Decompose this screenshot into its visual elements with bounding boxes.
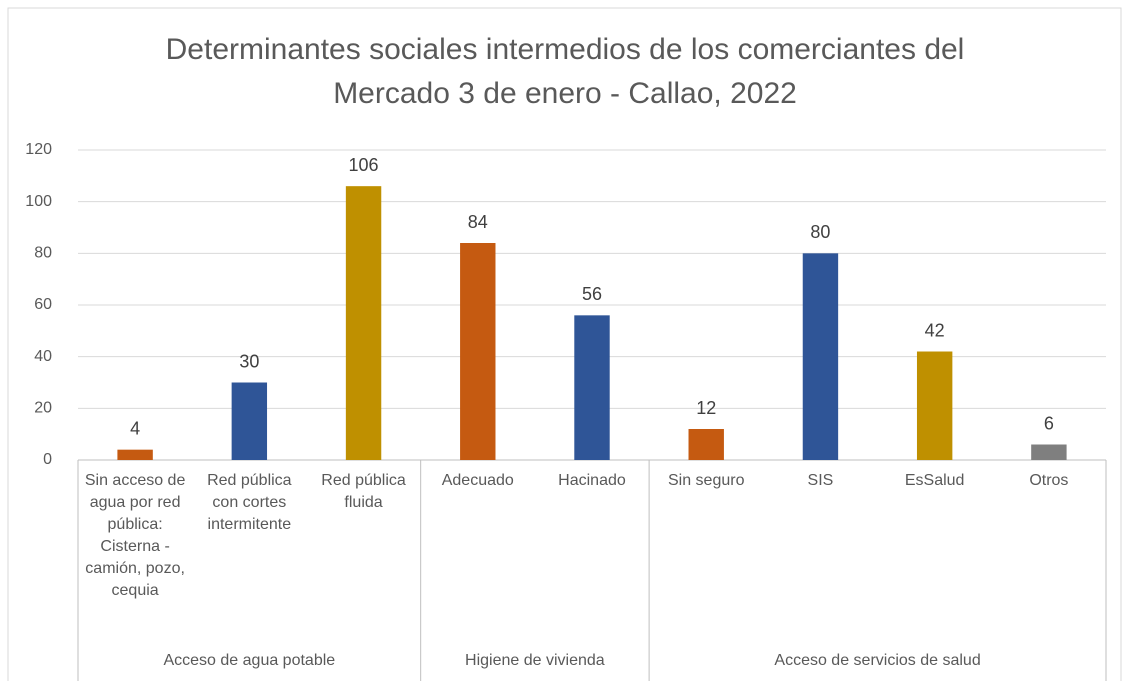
y-tick-label: 0 xyxy=(43,451,52,468)
bar xyxy=(231,382,268,460)
data-label: 6 xyxy=(1044,413,1054,433)
x-tick-label: SIS xyxy=(807,472,834,489)
data-label: 4 xyxy=(130,418,140,438)
x-tick-label-box: Red pública con cortes intermitente xyxy=(207,472,292,533)
x-tick-label: Otros xyxy=(1029,472,1069,489)
x-tick-label-box: Adecuado xyxy=(441,472,514,489)
x-tick-label-box: Sin seguro xyxy=(667,472,745,489)
bar xyxy=(1031,444,1067,460)
group-label: Acceso de servicios de salud xyxy=(774,652,980,669)
data-label: 56 xyxy=(582,284,602,304)
data-label: 84 xyxy=(468,212,488,232)
x-tick-label: EsSalud xyxy=(904,472,965,489)
group-label: Acceso de agua potable xyxy=(163,652,335,669)
x-tick-label: Hacinado xyxy=(558,472,626,489)
x-tick-label-box: Otros xyxy=(1029,472,1069,489)
x-tick-label-box: Red pública fluida xyxy=(321,472,406,511)
x-tick-label: Sin acceso de agua por red pública: Cist… xyxy=(84,472,186,599)
chart-title: Determinantes sociales intermedios de lo… xyxy=(165,33,965,110)
x-tick-label: Sin seguro xyxy=(667,472,745,489)
bar xyxy=(802,253,839,460)
bar xyxy=(574,315,610,460)
x-tick-label-box: Sin acceso de agua por red pública: Cist… xyxy=(84,472,186,599)
data-label: 12 xyxy=(696,398,716,418)
data-label: 80 xyxy=(810,222,830,242)
y-tick-label: 40 xyxy=(34,348,52,365)
y-tick-label: 20 xyxy=(34,400,52,417)
x-tick-label: Red pública con cortes intermitente xyxy=(207,472,292,533)
y-tick-label: 80 xyxy=(34,245,52,262)
data-label: 42 xyxy=(925,320,945,340)
y-tick-label: 120 xyxy=(25,141,52,158)
data-label: 30 xyxy=(239,351,259,371)
chart-frame xyxy=(7,7,1122,681)
bar xyxy=(117,449,153,460)
bar xyxy=(345,186,382,460)
chart-title-box: Determinantes sociales intermedios de lo… xyxy=(165,33,965,110)
y-tick-label: 60 xyxy=(34,296,52,313)
bar xyxy=(460,243,496,460)
data-label: 106 xyxy=(349,155,379,175)
group-label: Higiene de vivienda xyxy=(465,652,605,669)
x-tick-label: Red pública fluida xyxy=(321,472,406,511)
y-tick-label: 100 xyxy=(25,193,52,210)
bar xyxy=(916,351,953,460)
x-tick-label-box: EsSalud xyxy=(904,472,965,489)
x-tick-label: Adecuado xyxy=(441,472,514,489)
bar xyxy=(688,429,724,460)
x-tick-label-box: Hacinado xyxy=(558,472,626,489)
x-tick-label-box: SIS xyxy=(807,472,834,489)
